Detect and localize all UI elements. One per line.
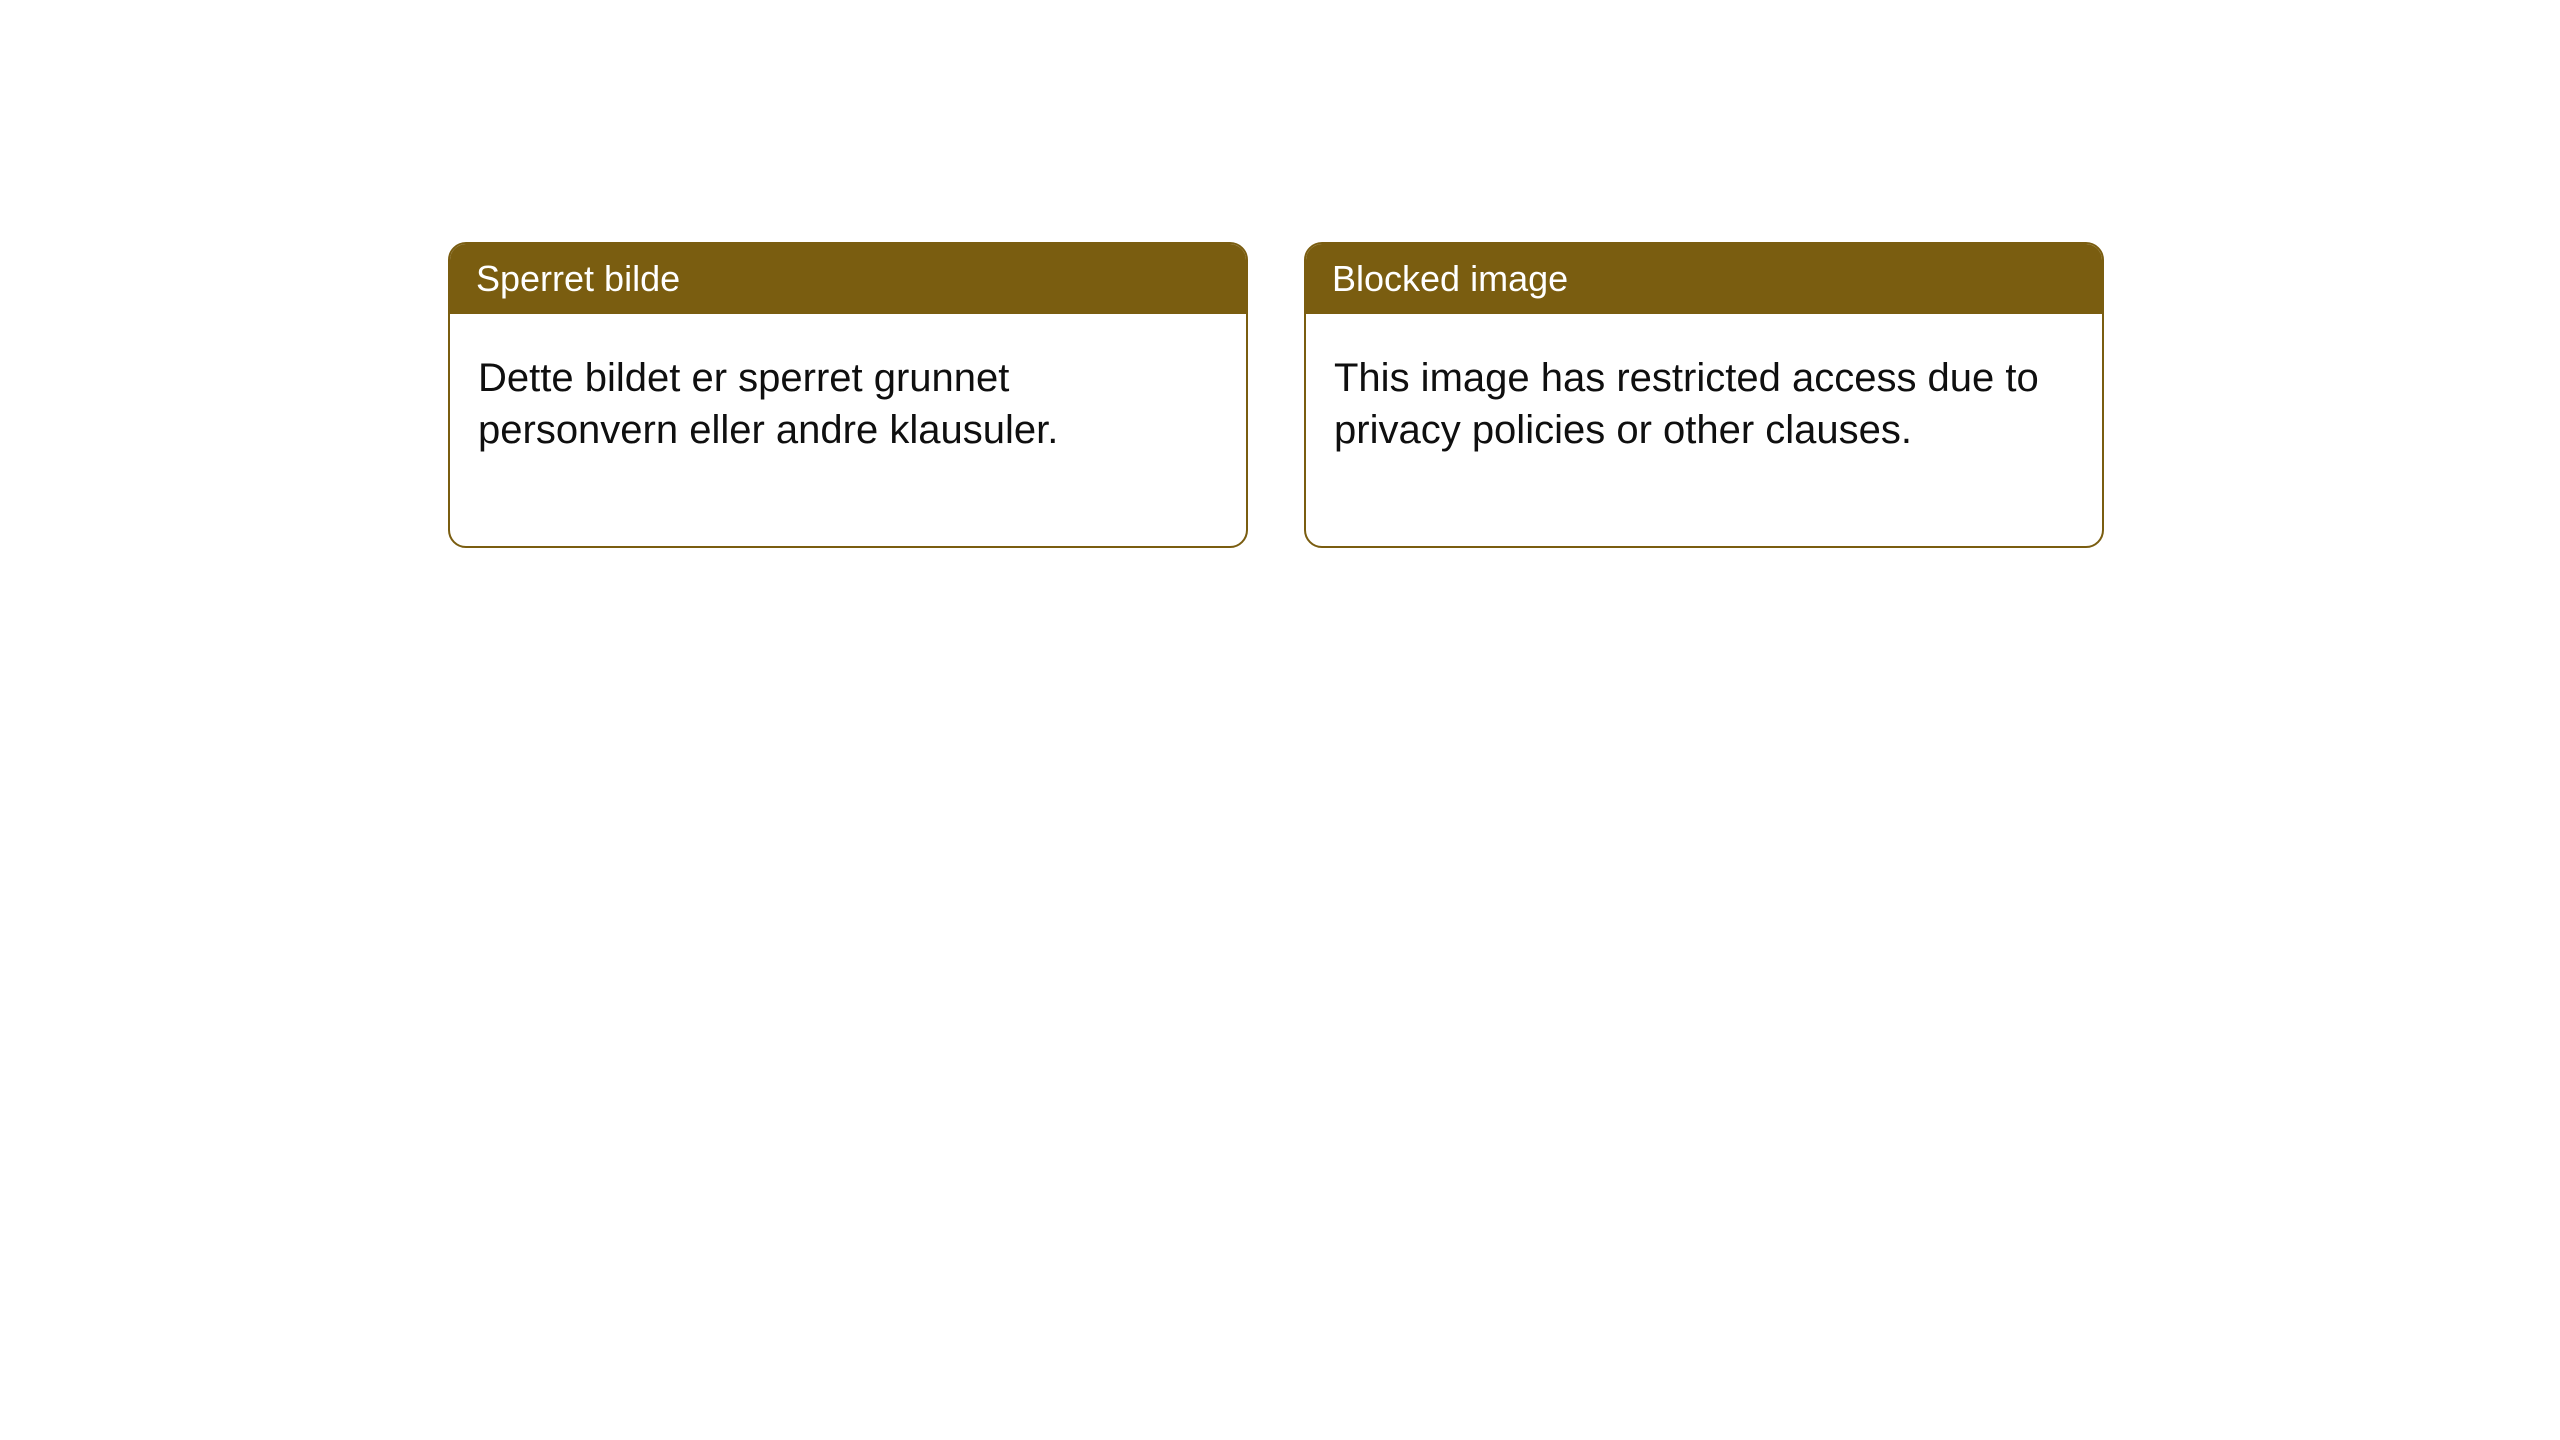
notice-card-english: Blocked image This image has restricted …	[1304, 242, 2104, 548]
notice-card-norwegian: Sperret bilde Dette bildet er sperret gr…	[448, 242, 1248, 548]
card-header-english: Blocked image	[1306, 244, 2102, 314]
card-body-norwegian: Dette bildet er sperret grunnet personve…	[450, 314, 1246, 546]
card-header-norwegian: Sperret bilde	[450, 244, 1246, 314]
notice-cards-container: Sperret bilde Dette bildet er sperret gr…	[448, 242, 2104, 548]
card-body-english: This image has restricted access due to …	[1306, 314, 2102, 546]
